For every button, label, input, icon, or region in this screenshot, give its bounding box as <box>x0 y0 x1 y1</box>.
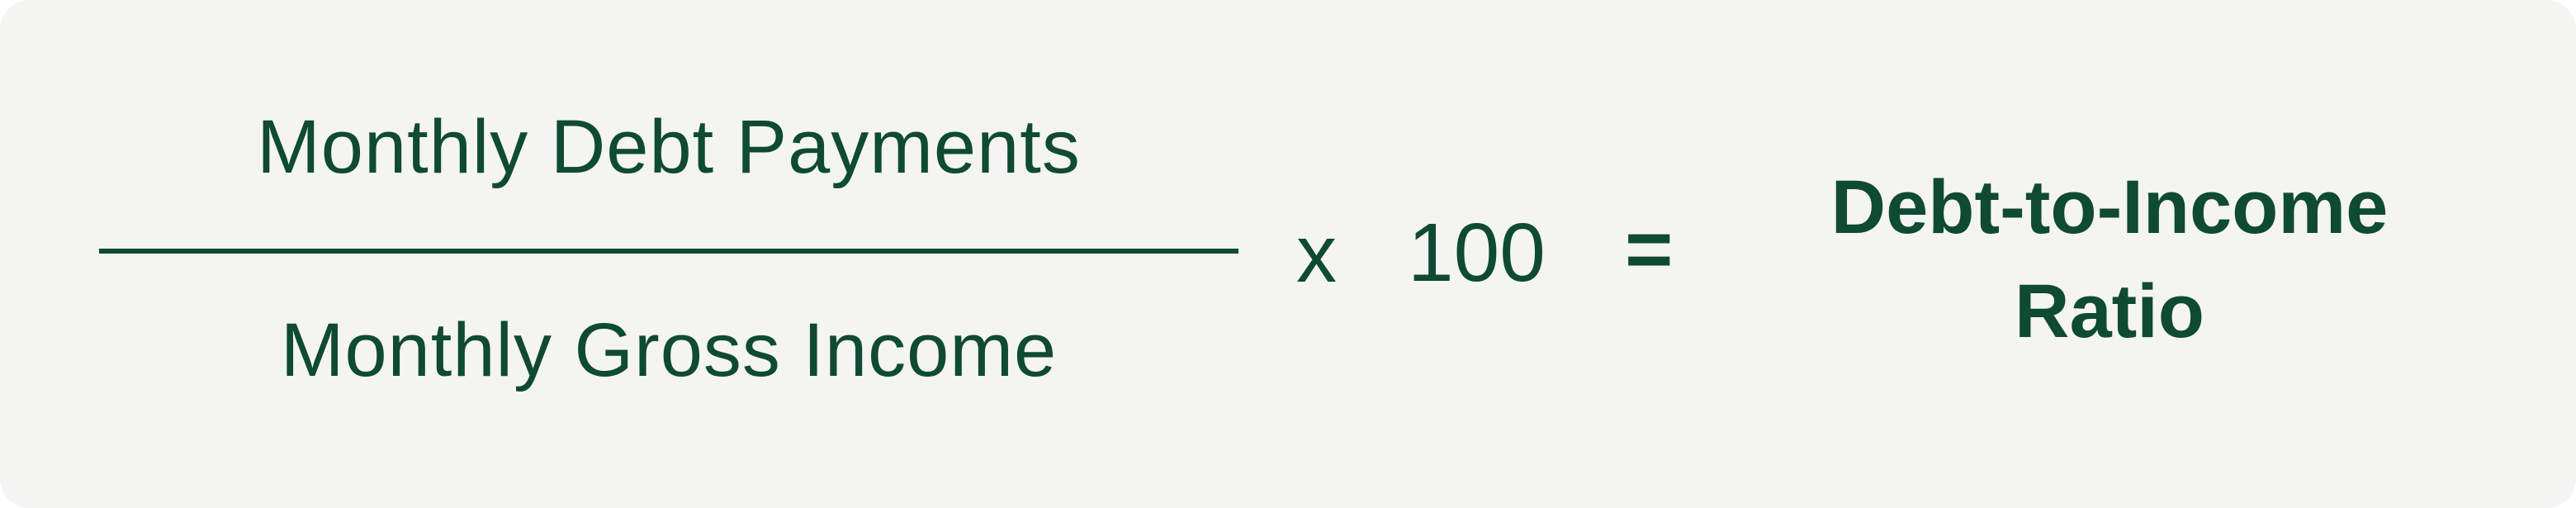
denominator-label: Monthly Gross Income <box>280 308 1058 392</box>
multiplier-value: 100 <box>1408 207 1546 299</box>
numerator-label: Monthly Debt Payments <box>257 105 1081 189</box>
equals-sign: = <box>1625 203 1674 296</box>
result-label-line-2: Ratio <box>2015 269 2204 354</box>
result-label-line-1: Debt-to-Income <box>1830 165 2389 249</box>
multiply-sign: x <box>1296 208 1337 299</box>
result-label: Debt-to-Income Ratio <box>1759 155 2460 363</box>
fraction-bar <box>99 249 1238 254</box>
